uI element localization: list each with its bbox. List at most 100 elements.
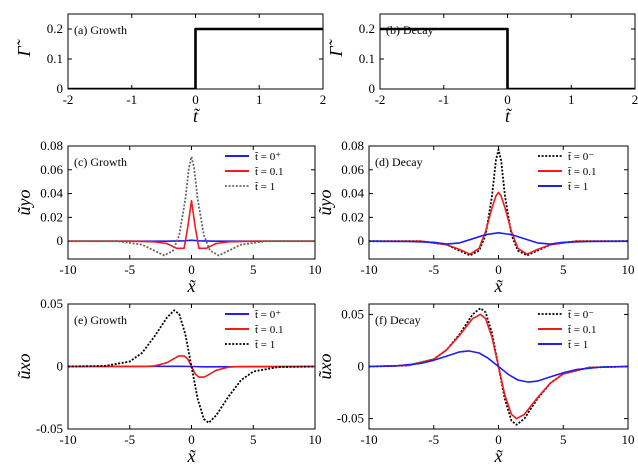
legend-entry-2: t̃ = 1 — [255, 339, 276, 351]
x-tick-label: -1 — [126, 92, 137, 107]
series-group — [369, 307, 628, 426]
y-tick-label: 0.05 — [341, 306, 364, 321]
panel-a: -2 -1 0 1 2 0 0.1 0.2 (a) Growth t̃ Γ̃ — [14, 13, 327, 126]
panel-b: -2 -1 0 1 2 0 0.1 0.2 (b) Decay t̃ Γ̃ — [326, 13, 638, 126]
x-tick-label: -1 — [438, 92, 449, 107]
series-line-c-1 — [68, 199, 315, 250]
x-tick-label: 10 — [309, 432, 322, 447]
y-tick-label: 0 — [57, 233, 64, 248]
x-tick-label: -2 — [63, 92, 74, 107]
x-axis-label: t̃ — [505, 106, 513, 126]
y-tick-label: 0 — [358, 359, 365, 374]
legend-entry-1: t̃ = 0.1 — [255, 324, 284, 336]
x-tick-label: -5 — [428, 262, 439, 277]
x-tick-label: -10 — [59, 262, 76, 277]
panel-d: -10 -5 0 5 10 0 0.02 0.04 0.06 0.08 (d) Decay x̃ ũyo… — [315, 138, 635, 296]
y-tick-label: 0.1 — [359, 51, 375, 66]
y-tick-label: 0.1 — [47, 51, 63, 66]
legend-entry-0: t̃ = 0⁺ — [255, 151, 282, 163]
y-axis-label: ũyo — [315, 190, 335, 216]
x-tick-label: 5 — [560, 432, 567, 447]
x-tick-label: -5 — [124, 262, 135, 277]
x-tick-label: 1 — [256, 92, 263, 107]
x-tick-label: -2 — [375, 92, 386, 107]
y-tick-label: 0.08 — [341, 138, 364, 153]
series-line-f-2 — [369, 350, 628, 383]
legend: t̃ = 0⁻ t̃ = 0.1 t̃ = 1 — [538, 151, 597, 193]
x-axis-label: x̃ — [494, 276, 504, 296]
series-line-d-1 — [369, 191, 628, 255]
x-tick-label: 10 — [309, 262, 322, 277]
plot-frame — [368, 145, 629, 260]
y-tick-label: 0.02 — [40, 209, 63, 224]
legend-entry-2: t̃ = 1 — [568, 181, 589, 193]
plot-frame — [67, 303, 316, 430]
series-line-a-0 — [68, 27, 323, 89]
x-tick-label: -5 — [124, 432, 135, 447]
legend: t̃ = 0⁺ t̃ = 0.1 t̃ = 1 — [225, 309, 284, 351]
y-tick-label: 0.04 — [341, 186, 364, 201]
x-tick-label: 0 — [495, 262, 502, 277]
y-tick-label: 0.06 — [341, 162, 364, 177]
x-tick-label: -10 — [360, 262, 377, 277]
y-tick-label: 0 — [358, 233, 365, 248]
panel-c: -10 -5 0 5 10 0 0.02 0.04 0.06 0.08 (c) Growth x̃ ũy… — [14, 138, 322, 296]
y-tick-label: 0 — [369, 81, 376, 96]
series-line-c-2 — [68, 155, 315, 257]
plot-frame — [67, 145, 316, 260]
panel-annotation: (f) Decay — [375, 313, 421, 327]
x-tick-label: 0 — [192, 92, 199, 107]
series-group — [380, 27, 635, 89]
series-line-b-0 — [380, 27, 635, 89]
series-group — [68, 155, 315, 257]
panel-annotation: (c) Growth — [74, 155, 127, 169]
panel-annotation: (a) Growth — [74, 23, 127, 37]
legend-entry-0: t̃ = 0⁻ — [568, 151, 595, 163]
legend: t̃ = 0⁺ t̃ = 0.1 t̃ = 1 — [225, 151, 284, 193]
y-tick-label: -0.05 — [337, 411, 364, 426]
y-tick-label: 0.08 — [40, 138, 63, 153]
legend-entry-1: t̃ = 0.1 — [255, 166, 284, 178]
x-tick-label: 0 — [188, 262, 195, 277]
y-tick-label: 0.06 — [40, 162, 63, 177]
series-line-d-0 — [369, 148, 628, 257]
x-tick-label: 1 — [568, 92, 575, 107]
panel-annotation: (d) Decay — [375, 155, 423, 169]
x-tick-label: 10 — [622, 262, 635, 277]
series-line-e-2 — [68, 309, 315, 424]
legend-entry-0: t̃ = 0⁺ — [255, 309, 282, 321]
y-tick-label: 0.05 — [40, 296, 63, 311]
series-group — [369, 148, 628, 257]
legend-entry-2: t̃ = 1 — [568, 339, 589, 351]
plot-frame — [379, 13, 636, 90]
y-tick-label: 0.04 — [40, 186, 63, 201]
legend-entry-0: t̃ = 0⁻ — [568, 309, 595, 321]
panel-annotation: (e) Growth — [74, 313, 127, 327]
series-group — [68, 27, 323, 89]
x-axis-label: x̃ — [494, 446, 504, 464]
plot-frame — [67, 13, 324, 90]
x-axis-label: x̃ — [187, 276, 197, 296]
y-axis-label: Γ̃ — [14, 38, 34, 57]
series-group — [68, 309, 315, 424]
panel-e: -10 -5 0 5 10 -0.05 0 0.05 (e) Growth x̃ ũxo t̃ = 0… — [14, 296, 322, 464]
legend-entry-1: t̃ = 0.1 — [568, 166, 597, 178]
legend: t̃ = 0⁻ t̃ = 0.1 t̃ = 1 — [538, 309, 597, 351]
x-tick-label: 2 — [632, 92, 638, 107]
x-tick-label: -5 — [428, 432, 439, 447]
x-tick-label: 5 — [250, 262, 257, 277]
legend-entry-2: t̃ = 1 — [255, 181, 276, 193]
y-axis-label: Γ̃ — [326, 38, 346, 57]
plot-frame — [368, 303, 629, 430]
x-tick-label: 10 — [622, 432, 635, 447]
y-tick-label: 0 — [57, 81, 64, 96]
series-line-d-2 — [369, 232, 628, 245]
x-tick-label: 0 — [188, 432, 195, 447]
x-axis-label: t̃ — [193, 106, 201, 126]
panel-annotation: (b) Decay — [386, 23, 434, 37]
y-axis-label: ũxo — [315, 354, 335, 380]
panel-f: -10 -5 0 5 10 -0.05 0 0.05 (f) Decay x̃ ũxo t̃ = 0⁻… — [315, 303, 635, 464]
x-tick-label: 2 — [320, 92, 327, 107]
x-tick-label: -10 — [360, 432, 377, 447]
